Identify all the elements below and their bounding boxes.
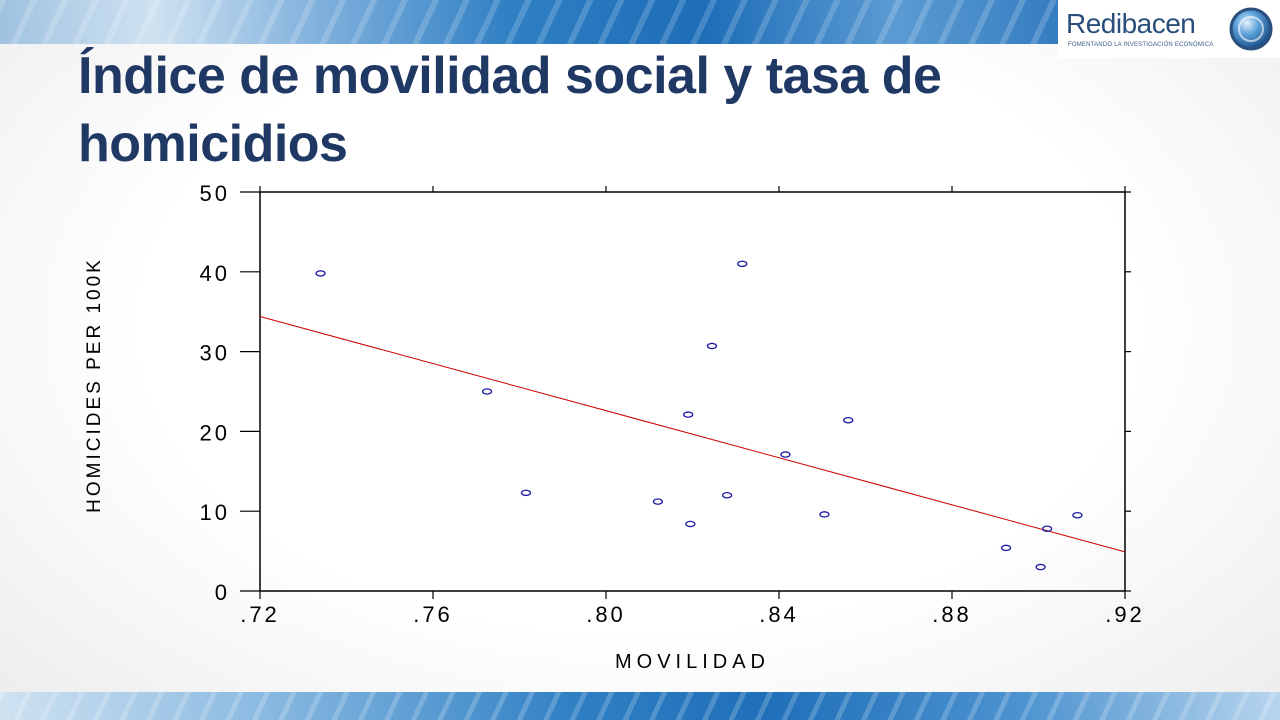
data-point [1072, 511, 1083, 519]
y-tick-label: 30 [200, 341, 230, 366]
plot-frame [259, 191, 1126, 592]
data-point [706, 342, 718, 350]
y-tick-label: 10 [200, 500, 230, 525]
bottom-decorative-band [0, 692, 1280, 720]
page-title: Índice de movilidad social y tasa de hom… [78, 47, 942, 173]
data-point [481, 388, 493, 395]
x-tick-label: .92 [1105, 602, 1145, 627]
data-point [652, 498, 664, 505]
data-point [1000, 544, 1012, 552]
data-point [737, 260, 748, 268]
y-tick-label: 20 [200, 420, 230, 445]
regression-line [259, 316, 1126, 553]
data-point [843, 416, 854, 424]
y-tick-label: 0 [215, 580, 230, 605]
logo-name: Redibacen [1066, 8, 1196, 39]
data-point [780, 451, 791, 458]
data-point [721, 491, 733, 499]
data-point [1042, 525, 1053, 533]
x-tick-label: .84 [759, 602, 799, 627]
globe-icon [1229, 7, 1273, 51]
y-axis-label: HOMICIDES PER 100K [84, 257, 105, 513]
data-point [819, 511, 830, 518]
data-point [685, 520, 696, 528]
logo: Redibacen FOMENTANDO LA INVESTIGACIÓN EC… [1058, 0, 1280, 58]
x-tick-label: .76 [413, 602, 453, 627]
data-point [520, 489, 532, 497]
data-point [683, 411, 694, 418]
y-tick-label: 50 [200, 181, 230, 206]
logo-tagline: FOMENTANDO LA INVESTIGACIÓN ECONÓMICA [1068, 42, 1214, 48]
x-tick-label: .88 [932, 602, 972, 627]
data-point [1035, 563, 1046, 571]
x-tick-label: .72 [240, 602, 280, 627]
x-axis-label: MOVILIDAD [615, 651, 770, 673]
x-tick-label: .80 [586, 602, 626, 627]
data-point [315, 270, 326, 277]
y-tick-label: 40 [200, 261, 230, 286]
